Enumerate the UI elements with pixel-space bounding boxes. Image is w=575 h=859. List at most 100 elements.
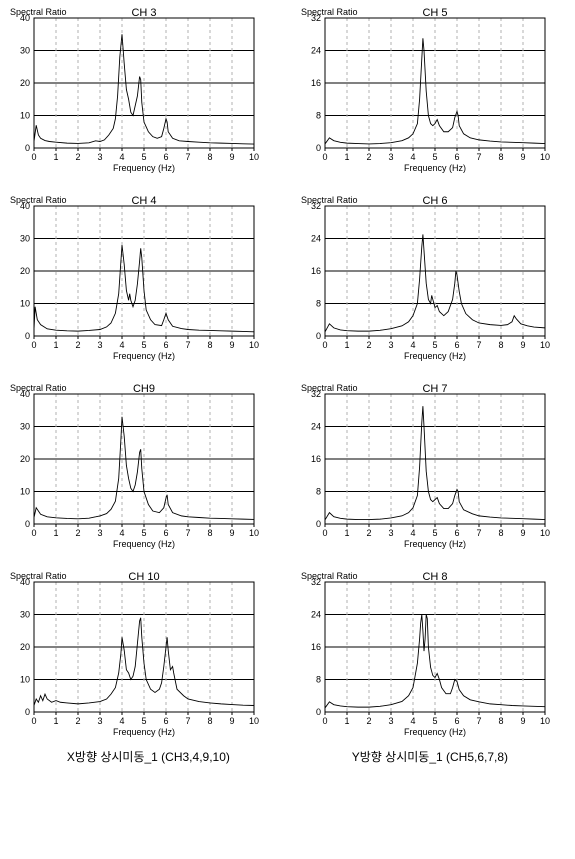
svg-text:8: 8 [207, 716, 212, 726]
chart-ch9: 010203040012345678910Spectral RatioCH9Fr… [6, 380, 279, 550]
svg-text:5: 5 [141, 340, 146, 350]
svg-text:7: 7 [185, 716, 190, 726]
svg-text:1: 1 [53, 528, 58, 538]
svg-text:2: 2 [366, 716, 371, 726]
svg-text:6: 6 [163, 152, 168, 162]
svg-text:Frequency (Hz): Frequency (Hz) [113, 539, 175, 549]
svg-text:Spectral Ratio: Spectral Ratio [301, 571, 358, 581]
svg-text:10: 10 [249, 716, 259, 726]
svg-text:Frequency (Hz): Frequency (Hz) [403, 539, 465, 549]
svg-text:1: 1 [53, 152, 58, 162]
svg-text:2: 2 [75, 340, 80, 350]
svg-text:30: 30 [20, 234, 30, 244]
svg-text:8: 8 [207, 528, 212, 538]
svg-text:9: 9 [229, 340, 234, 350]
svg-text:0: 0 [31, 528, 36, 538]
svg-text:0: 0 [25, 707, 30, 717]
svg-text:16: 16 [310, 78, 320, 88]
svg-text:3: 3 [97, 716, 102, 726]
svg-text:16: 16 [310, 642, 320, 652]
svg-text:0: 0 [25, 331, 30, 341]
svg-text:Frequency (Hz): Frequency (Hz) [403, 351, 465, 361]
svg-text:CH 7: CH 7 [422, 383, 447, 395]
svg-text:4: 4 [410, 716, 415, 726]
svg-text:0: 0 [315, 143, 320, 153]
svg-text:6: 6 [454, 152, 459, 162]
svg-text:1: 1 [53, 340, 58, 350]
svg-text:7: 7 [476, 716, 481, 726]
svg-text:10: 10 [539, 340, 549, 350]
chart-ch10: 010203040012345678910Spectral RatioCH 10… [6, 568, 279, 738]
svg-text:10: 10 [20, 487, 30, 497]
svg-text:0: 0 [322, 528, 327, 538]
spectral-series [34, 245, 254, 332]
svg-text:3: 3 [388, 340, 393, 350]
svg-text:Spectral Ratio: Spectral Ratio [301, 7, 358, 17]
svg-text:Spectral Ratio: Spectral Ratio [10, 195, 67, 205]
svg-text:10: 10 [20, 675, 30, 685]
svg-text:Spectral Ratio: Spectral Ratio [10, 571, 67, 581]
svg-text:0: 0 [31, 152, 36, 162]
svg-text:1: 1 [344, 716, 349, 726]
svg-text:0: 0 [322, 340, 327, 350]
svg-text:3: 3 [97, 528, 102, 538]
svg-text:6: 6 [454, 716, 459, 726]
svg-text:Frequency (Hz): Frequency (Hz) [403, 163, 465, 173]
svg-text:20: 20 [20, 642, 30, 652]
svg-text:10: 10 [249, 152, 259, 162]
svg-text:1: 1 [344, 528, 349, 538]
svg-text:20: 20 [20, 266, 30, 276]
svg-text:30: 30 [20, 46, 30, 56]
svg-text:3: 3 [388, 152, 393, 162]
svg-text:9: 9 [229, 716, 234, 726]
svg-text:CH 3: CH 3 [131, 7, 156, 19]
svg-text:Spectral Ratio: Spectral Ratio [10, 7, 67, 17]
svg-text:8: 8 [498, 528, 503, 538]
svg-text:7: 7 [185, 528, 190, 538]
svg-text:6: 6 [163, 528, 168, 538]
svg-text:0: 0 [315, 519, 320, 529]
svg-text:20: 20 [20, 78, 30, 88]
svg-text:5: 5 [141, 152, 146, 162]
svg-text:Spectral Ratio: Spectral Ratio [10, 383, 67, 393]
svg-text:CH 10: CH 10 [128, 571, 159, 583]
svg-text:6: 6 [454, 340, 459, 350]
svg-text:10: 10 [20, 111, 30, 121]
svg-text:Spectral Ratio: Spectral Ratio [301, 383, 358, 393]
svg-text:9: 9 [229, 528, 234, 538]
svg-text:0: 0 [25, 143, 30, 153]
svg-text:7: 7 [185, 340, 190, 350]
svg-text:0: 0 [315, 331, 320, 341]
chart-ch7: 08162432012345678910Spectral RatioCH 7Fr… [297, 380, 570, 550]
svg-text:8: 8 [207, 152, 212, 162]
svg-text:16: 16 [310, 454, 320, 464]
svg-text:4: 4 [119, 340, 124, 350]
svg-text:0: 0 [322, 152, 327, 162]
svg-text:8: 8 [498, 340, 503, 350]
svg-text:3: 3 [97, 340, 102, 350]
svg-text:Spectral Ratio: Spectral Ratio [301, 195, 358, 205]
chart-ch3: 010203040012345678910Spectral RatioCH 3F… [6, 4, 279, 174]
svg-text:2: 2 [75, 528, 80, 538]
svg-text:1: 1 [53, 716, 58, 726]
svg-text:CH 6: CH 6 [422, 195, 447, 207]
svg-text:1: 1 [344, 340, 349, 350]
chart-ch8: 08162432012345678910Spectral RatioCH 8Fr… [297, 568, 570, 738]
svg-text:4: 4 [410, 528, 415, 538]
svg-text:30: 30 [20, 422, 30, 432]
svg-text:8: 8 [315, 675, 320, 685]
svg-text:2: 2 [366, 340, 371, 350]
svg-text:3: 3 [97, 152, 102, 162]
svg-text:24: 24 [310, 46, 320, 56]
svg-text:6: 6 [163, 340, 168, 350]
svg-text:4: 4 [119, 152, 124, 162]
svg-text:8: 8 [315, 487, 320, 497]
svg-text:7: 7 [476, 340, 481, 350]
figure-page: 010203040012345678910Spectral RatioCH 3F… [0, 0, 575, 775]
svg-text:4: 4 [410, 340, 415, 350]
svg-text:8: 8 [315, 299, 320, 309]
svg-text:8: 8 [315, 111, 320, 121]
svg-text:2: 2 [75, 152, 80, 162]
svg-text:4: 4 [410, 152, 415, 162]
svg-text:24: 24 [310, 422, 320, 432]
